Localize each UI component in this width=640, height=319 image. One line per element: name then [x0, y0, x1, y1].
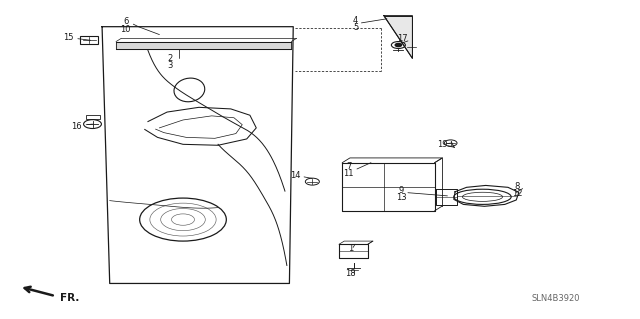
Text: 2: 2 [168, 54, 173, 63]
Text: 5: 5 [353, 23, 358, 32]
Text: 1: 1 [348, 244, 353, 253]
Text: 6: 6 [123, 18, 129, 26]
Text: 12: 12 [512, 189, 523, 198]
Text: SLN4B3920: SLN4B3920 [532, 293, 580, 302]
Text: 7: 7 [346, 162, 351, 171]
Text: 18: 18 [345, 270, 356, 278]
Text: 13: 13 [396, 193, 407, 202]
Text: 17: 17 [397, 34, 408, 43]
Text: 10: 10 [120, 25, 131, 34]
Text: 15: 15 [63, 33, 74, 42]
Text: 9: 9 [399, 186, 404, 195]
Circle shape [395, 43, 401, 47]
Text: FR.: FR. [60, 293, 79, 303]
Bar [81, 36, 99, 44]
Text: 14: 14 [291, 171, 301, 181]
Text: 8: 8 [515, 182, 520, 191]
Text: 11: 11 [344, 169, 354, 178]
Text: 4: 4 [353, 16, 358, 25]
Bar [86, 115, 100, 119]
Polygon shape [384, 16, 412, 58]
Text: 19: 19 [437, 140, 447, 149]
Text: 3: 3 [168, 61, 173, 70]
Text: 16: 16 [71, 122, 82, 131]
